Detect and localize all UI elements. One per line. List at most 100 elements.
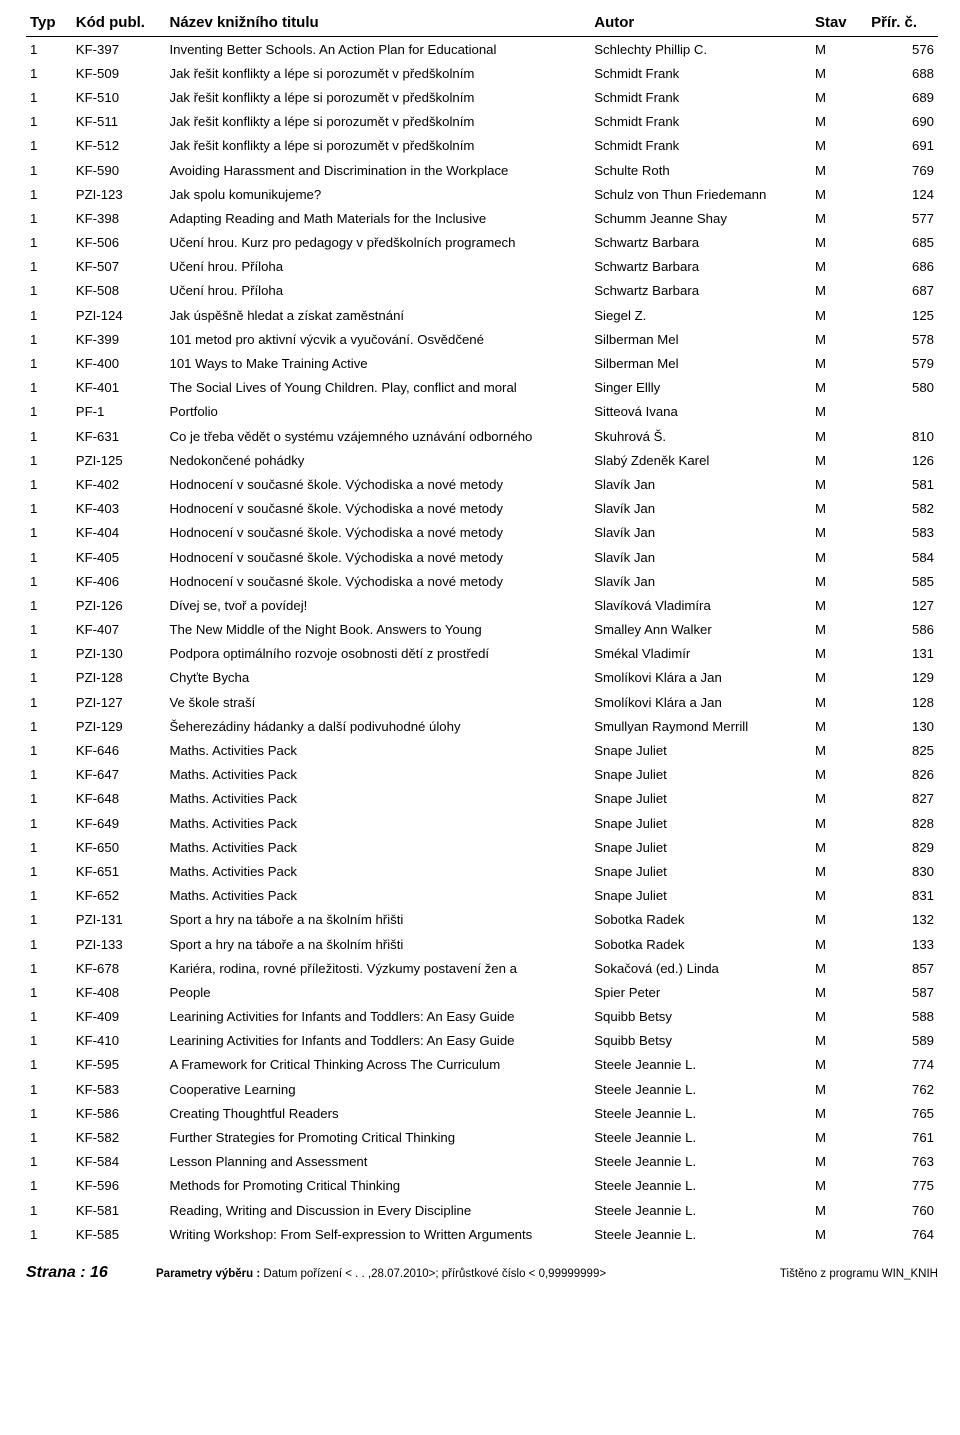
- table-cell: M: [811, 472, 867, 496]
- table-cell: KF-408: [72, 980, 166, 1004]
- table-cell: Slavík Jan: [590, 521, 811, 545]
- table-cell: 825: [867, 738, 938, 762]
- table-cell: PF-1: [72, 400, 166, 424]
- col-kod: Kód publ.: [72, 14, 166, 37]
- table-cell: KF-650: [72, 835, 166, 859]
- table-cell: Maths. Activities Pack: [165, 859, 590, 883]
- table-cell: 691: [867, 134, 938, 158]
- table-row: 1KF-510Jak řešit konflikty a lépe si por…: [26, 85, 938, 109]
- table-row: 1KF-410Learining Activities for Infants …: [26, 1029, 938, 1053]
- table-cell: 1: [26, 593, 72, 617]
- table-cell: 1: [26, 376, 72, 400]
- table-row: 1KF-404Hodnocení v současné škole. Výcho…: [26, 521, 938, 545]
- table-cell: M: [811, 206, 867, 230]
- table-cell: The Social Lives of Young Children. Play…: [165, 376, 590, 400]
- table-cell: Jak úspěšně hledat a získat zaměstnání: [165, 303, 590, 327]
- table-cell: KF-583: [72, 1077, 166, 1101]
- table-cell: 124: [867, 182, 938, 206]
- table-cell: KF-582: [72, 1125, 166, 1149]
- table-cell: 1: [26, 835, 72, 859]
- footer-params-label: Parametry výběru :: [156, 1268, 260, 1280]
- table-row: 1KF-584Lesson Planning and AssessmentSte…: [26, 1150, 938, 1174]
- book-table: Typ Kód publ. Název knižního titulu Auto…: [26, 14, 938, 1246]
- table-cell: M: [811, 884, 867, 908]
- table-cell: PZI-131: [72, 908, 166, 932]
- table-cell: 583: [867, 521, 938, 545]
- table-cell: Hodnocení v současné škole. Východiska a…: [165, 569, 590, 593]
- table-cell: Schulte Roth: [590, 158, 811, 182]
- table-cell: PZI-130: [72, 642, 166, 666]
- table-row: 1KF-398Adapting Reading and Math Materia…: [26, 206, 938, 230]
- table-cell: 687: [867, 279, 938, 303]
- table-cell: Šeherezádiny hádanky a další podivuhodné…: [165, 714, 590, 738]
- table-row: 1KF-399101 metod pro aktivní výcvik a vy…: [26, 327, 938, 351]
- col-autor: Autor: [590, 14, 811, 37]
- table-row: 1KF-649Maths. Activities PackSnape Julie…: [26, 811, 938, 835]
- table-cell: Schmidt Frank: [590, 110, 811, 134]
- table-row: 1KF-400101 Ways to Make Training ActiveS…: [26, 351, 938, 375]
- table-cell: Slavík Jan: [590, 569, 811, 593]
- page-number: Strana : 16: [26, 1264, 156, 1282]
- table-cell: KF-649: [72, 811, 166, 835]
- table-cell: Jak řešit konflikty a lépe si porozumět …: [165, 85, 590, 109]
- table-cell: 1: [26, 569, 72, 593]
- table-cell: 128: [867, 690, 938, 714]
- table-cell: Jak řešit konflikty a lépe si porozumět …: [165, 61, 590, 85]
- table-cell: Jak řešit konflikty a lépe si porozumět …: [165, 134, 590, 158]
- table-cell: KF-405: [72, 545, 166, 569]
- table-cell: Sitteová Ivana: [590, 400, 811, 424]
- table-cell: Avoiding Harassment and Discrimination i…: [165, 158, 590, 182]
- table-cell: M: [811, 303, 867, 327]
- col-typ: Typ: [26, 14, 72, 37]
- table-cell: 1: [26, 206, 72, 230]
- table-cell: Steele Jeannie L.: [590, 1222, 811, 1246]
- table-cell: 130: [867, 714, 938, 738]
- table-cell: Writing Workshop: From Self-expression t…: [165, 1222, 590, 1246]
- table-cell: KF-678: [72, 956, 166, 980]
- table-cell: 580: [867, 376, 938, 400]
- table-cell: Nedokončené pohádky: [165, 448, 590, 472]
- table-cell: Steele Jeannie L.: [590, 1077, 811, 1101]
- table-cell: M: [811, 110, 867, 134]
- table-cell: Steele Jeannie L.: [590, 1125, 811, 1149]
- table-row: 1PZI-124Jak úspěšně hledat a získat zamě…: [26, 303, 938, 327]
- table-cell: M: [811, 811, 867, 835]
- table-cell: PZI-124: [72, 303, 166, 327]
- table-cell: M: [811, 714, 867, 738]
- table-cell: KF-398: [72, 206, 166, 230]
- table-cell: KF-401: [72, 376, 166, 400]
- table-cell: M: [811, 569, 867, 593]
- table-cell: 1: [26, 1029, 72, 1053]
- table-cell: Učení hrou. Příloha: [165, 255, 590, 279]
- table-cell: Ve škole straší: [165, 690, 590, 714]
- table-body: 1KF-397Inventing Better Schools. An Acti…: [26, 37, 938, 1247]
- table-cell: 1: [26, 61, 72, 85]
- table-cell: M: [811, 279, 867, 303]
- table-cell: Maths. Activities Pack: [165, 811, 590, 835]
- table-cell: KF-646: [72, 738, 166, 762]
- table-row: 1KF-409Learining Activities for Infants …: [26, 1005, 938, 1029]
- footer-printed: Tištěno z programu WIN_KNIH: [738, 1268, 938, 1280]
- table-cell: Creating Thoughtful Readers: [165, 1101, 590, 1125]
- table-cell: M: [811, 1125, 867, 1149]
- table-cell: 685: [867, 231, 938, 255]
- table-cell: Smullyan Raymond Merrill: [590, 714, 811, 738]
- table-cell: KF-406: [72, 569, 166, 593]
- table-cell: Schwartz Barbara: [590, 279, 811, 303]
- table-cell: KF-651: [72, 859, 166, 883]
- table-cell: Slavík Jan: [590, 545, 811, 569]
- table-cell: Squibb Betsy: [590, 1029, 811, 1053]
- table-cell: 689: [867, 85, 938, 109]
- table-cell: 857: [867, 956, 938, 980]
- table-cell: M: [811, 1198, 867, 1222]
- table-cell: Jak řešit konflikty a lépe si porozumět …: [165, 110, 590, 134]
- table-row: 1KF-507Učení hrou. PřílohaSchwartz Barba…: [26, 255, 938, 279]
- table-cell: KF-509: [72, 61, 166, 85]
- table-row: 1PZI-130Podpora optimálního rozvoje osob…: [26, 642, 938, 666]
- table-cell: Kariéra, rodina, rovné příležitosti. Výz…: [165, 956, 590, 980]
- table-cell: 1: [26, 497, 72, 521]
- table-cell: Chyťte Bycha: [165, 666, 590, 690]
- table-cell: Sport a hry na táboře a na školním hřišt…: [165, 908, 590, 932]
- table-row: 1KF-581Reading, Writing and Discussion i…: [26, 1198, 938, 1222]
- table-cell: Spier Peter: [590, 980, 811, 1004]
